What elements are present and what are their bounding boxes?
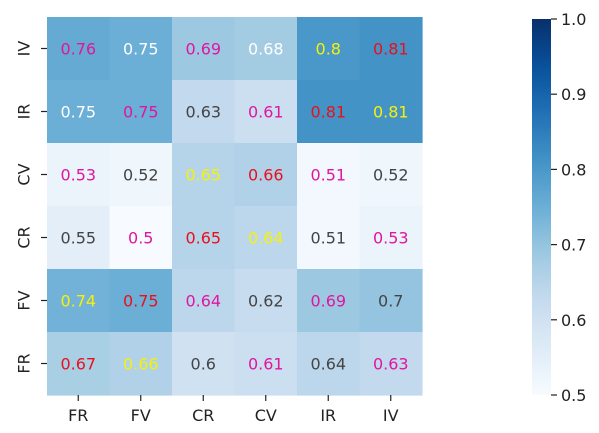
colorbar [532, 19, 551, 395]
cell-label-r4-c1: 0.75 [123, 292, 159, 311]
cell-label-r0-c2: 0.69 [185, 40, 221, 59]
cell-label-r1-c0: 0.75 [60, 103, 96, 122]
heatmap-cell-r3-c4 [297, 206, 361, 270]
cell-label-r4-c3: 0.62 [248, 292, 284, 311]
cell-label-r1-c2: 0.63 [185, 103, 221, 122]
cell-label-r3-c0: 0.55 [60, 229, 96, 248]
y-tick-label-3: CR [15, 226, 34, 248]
cell-label-r0-c3: 0.68 [248, 40, 284, 59]
heatmap-cell-r0-c0 [47, 17, 111, 81]
cell-label-r3-c3: 0.64 [248, 229, 284, 248]
cell-label-r4-c4: 0.69 [310, 292, 346, 311]
colorbar-tick-label-0: 0.5 [561, 386, 586, 405]
cell-label-r2-c5: 0.52 [373, 166, 409, 185]
cell-label-r0-c0: 0.76 [60, 40, 96, 59]
y-tick-label-2: CV [15, 163, 34, 185]
heatmap-cell-r5-c3 [234, 332, 298, 396]
heatmap-cell-r1-c3 [234, 80, 298, 144]
heatmap-cell-r0-c3 [234, 17, 298, 81]
y-tick-label-4: FV [15, 290, 34, 310]
cell-label-r5-c4: 0.64 [310, 355, 346, 374]
colorbar-tick-label-5: 1.0 [561, 10, 586, 29]
heatmap-cell-r1-c0 [47, 80, 111, 144]
cell-label-r1-c5: 0.81 [373, 103, 409, 122]
heatmap-cell-r2-c1 [109, 143, 173, 207]
x-tick-label-1: FV [131, 406, 151, 425]
heatmap-cell-r4-c5 [359, 269, 423, 333]
cell-label-r5-c3: 0.61 [248, 355, 284, 374]
cell-label-r5-c0: 0.67 [60, 355, 96, 374]
cell-label-r5-c2: 0.6 [191, 355, 216, 374]
colorbar-tick-label-3: 0.8 [561, 160, 586, 179]
heatmap-cell-r3-c0 [47, 206, 111, 270]
colorbar-tick-label-4: 0.9 [561, 85, 586, 104]
y-tick-label-1: IR [15, 104, 34, 120]
heatmap-cell-r2-c0 [47, 143, 111, 207]
heatmap-cell-r5-c4 [297, 332, 361, 396]
cell-label-r3-c5: 0.53 [373, 229, 409, 248]
heatmap-cell-r3-c5 [359, 206, 423, 270]
colorbar-tick-label-2: 0.7 [561, 236, 586, 255]
cell-label-r3-c2: 0.65 [185, 229, 221, 248]
heatmap-cell-r1-c2 [172, 80, 236, 144]
heatmap-cell-r2-c5 [359, 143, 423, 207]
cell-label-r3-c1: 0.5 [128, 229, 153, 248]
heatmap-cell-r0-c4 [297, 17, 361, 81]
y-tick-label-5: FR [15, 353, 34, 373]
heatmap-cell-r5-c5 [359, 332, 423, 396]
x-tick-label-4: IR [320, 406, 336, 425]
heatmap-cell-r5-c2 [172, 332, 236, 396]
heatmap-cell-r4-c3 [234, 269, 298, 333]
heatmap-cell-r2-c2 [172, 143, 236, 207]
heatmap-cell-r4-c4 [297, 269, 361, 333]
cell-label-r4-c2: 0.64 [185, 292, 221, 311]
cell-label-r5-c5: 0.63 [373, 355, 409, 374]
colorbar-tick-label-1: 0.6 [561, 311, 586, 330]
cell-label-r0-c1: 0.75 [123, 40, 159, 59]
heatmap-cell-r1-c5 [359, 80, 423, 144]
cell-label-r3-c4: 0.51 [310, 229, 346, 248]
cell-label-r1-c4: 0.81 [310, 103, 346, 122]
heatmap-cell-r3-c2 [172, 206, 236, 270]
heatmap-cell-r3-c3 [234, 206, 298, 270]
cell-label-r1-c3: 0.61 [248, 103, 284, 122]
heatmap-cell-r4-c1 [109, 269, 173, 333]
cell-label-r2-c3: 0.66 [248, 166, 284, 185]
x-tick-label-3: CV [255, 406, 277, 425]
heatmap-cell-r1-c1 [109, 80, 173, 144]
cell-label-r5-c1: 0.66 [123, 355, 159, 374]
y-tick-label-0: IV [15, 41, 34, 57]
heatmap-cell-r5-c0 [47, 332, 111, 396]
heatmap-cell-r0-c2 [172, 17, 236, 81]
cell-label-r4-c5: 0.7 [378, 292, 403, 311]
cell-label-r0-c5: 0.81 [373, 40, 409, 59]
cell-label-r2-c1: 0.52 [123, 166, 159, 185]
x-tick-label-2: CR [192, 406, 214, 425]
heatmap-cell-r4-c2 [172, 269, 236, 333]
heatmap-cell-r4-c0 [47, 269, 111, 333]
heatmap-cell-r2-c4 [297, 143, 361, 207]
cell-label-r2-c0: 0.53 [60, 166, 96, 185]
cell-label-r2-c2: 0.65 [185, 166, 221, 185]
cell-label-r4-c0: 0.74 [60, 292, 96, 311]
heatmap-cell-r0-c1 [109, 17, 173, 81]
x-tick-label-0: FR [68, 406, 88, 425]
heatmap-cell-r2-c3 [234, 143, 298, 207]
heatmap-cell-r5-c1 [109, 332, 173, 396]
cell-label-r0-c4: 0.8 [316, 40, 341, 59]
heatmap-cell-r0-c5 [359, 17, 423, 81]
cell-label-r1-c1: 0.75 [123, 103, 159, 122]
heatmap-cell-r1-c4 [297, 80, 361, 144]
x-tick-label-5: IV [383, 406, 399, 425]
cell-label-r2-c4: 0.51 [310, 166, 346, 185]
heatmap-cell-r3-c1 [109, 206, 173, 270]
